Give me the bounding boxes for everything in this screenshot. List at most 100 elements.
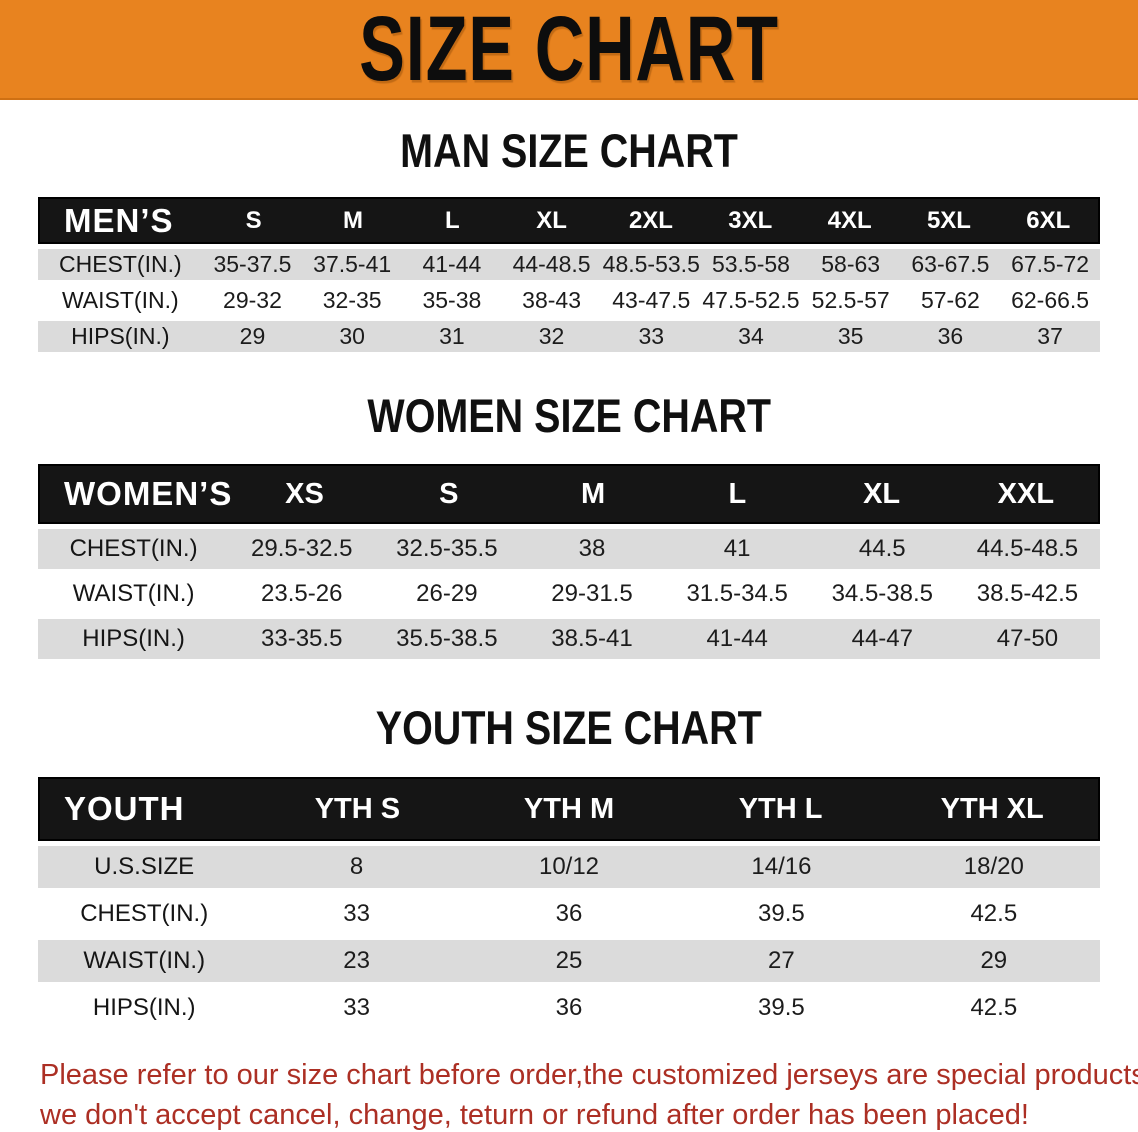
column-header: L: [444, 206, 460, 234]
table-cell: 10/12: [538, 853, 600, 880]
row-label: WAIST(IN.): [61, 287, 179, 313]
row-label: U.S.SIZE: [94, 853, 195, 880]
table-cell: 35-38: [422, 287, 482, 313]
table-corner-label: WOMEN’S: [64, 475, 233, 512]
table-cell: 36: [555, 994, 583, 1021]
row-label: CHEST(IN.): [80, 900, 209, 927]
table-cell: 44-48.5: [512, 251, 591, 277]
table-cell: 37: [1037, 323, 1063, 349]
table-cell: 25: [555, 947, 583, 974]
table-row: U.S.SIZE 8 10/12 14/16 18/20: [38, 846, 1100, 888]
row-label: HIPS(IN.): [92, 994, 196, 1021]
column-header: YTH XL: [940, 792, 1044, 825]
table-cell: 34: [738, 323, 764, 349]
table-cell: 33: [343, 900, 370, 927]
table-cell: 47.5-52.5: [702, 287, 800, 313]
column-header: S: [245, 206, 262, 234]
youth-section: YOUTH SIZE CHART: [0, 704, 1138, 751]
women-size-table: WOMEN’S XS S M L XL XXL CHEST(IN.) 29.5-32.5 32.5…: [38, 464, 1100, 659]
row-label: WAIST(IN.): [83, 947, 206, 974]
table-cell: 26-29: [416, 580, 478, 607]
column-header: YTH S: [314, 792, 401, 825]
banner-title: SIZE CHART: [359, 0, 779, 100]
column-header: 6XL: [1026, 206, 1071, 234]
column-header: M: [342, 206, 363, 234]
table-cell: 38-43: [522, 287, 581, 313]
table-cell: 42.5: [970, 900, 1018, 927]
table-cell: 23.5-26: [261, 580, 343, 607]
women-section-heading: WOMEN SIZE CHART: [367, 389, 771, 442]
table-cell: 35: [837, 323, 864, 349]
men-section: MAN SIZE CHART: [0, 127, 1138, 174]
size-chart-banner: SIZE CHART: [0, 0, 1138, 100]
table-cell: 47-50: [996, 625, 1059, 652]
table-cell: 29: [980, 947, 1008, 974]
row-label: CHEST(IN.): [58, 251, 182, 277]
table-row: CHEST(IN.) 29.5-32.5 32.5-35.5 38 41 44.5 44.5…: [38, 529, 1100, 569]
column-header: 2XL: [628, 206, 673, 234]
table-corner-label: MEN’S: [64, 201, 174, 239]
column-header: 3XL: [728, 206, 773, 234]
row-label: CHEST(IN.): [69, 535, 198, 562]
table-cell: 42.5: [970, 994, 1018, 1021]
women-section: WOMEN SIZE CHART: [0, 392, 1138, 439]
table-cell: 33: [638, 323, 665, 349]
disclaimer-text: Please refer to our size chart before or…: [40, 1055, 1138, 1132]
table-cell: 63-67.5: [911, 251, 990, 277]
table-cell: 39.5: [758, 900, 805, 927]
youth-section-heading: YOUTH SIZE CHART: [375, 701, 763, 754]
table-cell: 29: [239, 323, 266, 349]
table-row: HIPS(IN.) 33 36 39.5 42.5: [38, 987, 1100, 1029]
row-label: HIPS(IN.): [82, 625, 185, 652]
table-cell: 37.5-41: [313, 251, 392, 277]
table-header-row: WOMEN’S XS S M L XL XXL: [38, 464, 1100, 524]
table-cell: 38.5-41: [551, 625, 633, 652]
column-header: YTH L: [738, 792, 823, 825]
table-cell: 57-62: [920, 287, 980, 313]
table-cell: 29-32: [223, 287, 282, 313]
table-header-row: MEN’S S M L XL 2XL 3XL 4XL 5XL 6XL: [38, 197, 1100, 244]
table-cell: 36: [555, 900, 583, 927]
table-cell: 33: [343, 994, 370, 1021]
table-cell: 44.5-48.5: [976, 535, 1079, 562]
table-cell: 41-44: [706, 625, 768, 652]
table-cell: 53.5-58: [711, 251, 790, 277]
table-cell: 48.5-53.5: [602, 251, 700, 277]
column-header: 4XL: [827, 206, 872, 234]
table-row: WAIST(IN.) 29-32 32-35 35-38 38-43 43-47.5 47.…: [38, 285, 1100, 316]
disclaimer-line-1: Please refer to our size chart before or…: [40, 1059, 1138, 1091]
men-size-table: MEN’S S M L XL 2XL 3XL 4XL 5XL 6XL CHEST(IN.) 35-37…: [38, 197, 1100, 352]
table-corner-label: YOUTH: [64, 790, 185, 827]
column-header: XXL: [997, 477, 1055, 510]
column-header: XS: [285, 477, 324, 510]
table-cell: 44.5: [858, 535, 906, 562]
table-cell: 31.5-34.5: [686, 580, 788, 607]
table-cell: 32.5-35.5: [396, 535, 498, 562]
table-cell: 35.5-38.5: [396, 625, 498, 652]
column-header: M: [580, 477, 606, 510]
table-cell: 8: [349, 853, 364, 880]
table-cell: 58-63: [821, 251, 881, 277]
table-cell: 67.5-72: [1011, 251, 1090, 277]
column-header: XL: [536, 206, 567, 234]
table-cell: 32: [538, 323, 565, 349]
column-header: XL: [863, 477, 901, 510]
table-cell: 18/20: [963, 853, 1024, 880]
table-row: HIPS(IN.) 29 30 31 32 33 34 35 36 37: [38, 321, 1100, 352]
table-cell: 29-31.5: [551, 580, 633, 607]
men-section-heading: MAN SIZE CHART: [400, 124, 738, 177]
table-cell: 23: [343, 947, 370, 974]
table-cell: 29.5-32.5: [251, 535, 353, 562]
table-cell: 35-37.5: [213, 251, 292, 277]
table-cell: 62-66.5: [1011, 287, 1090, 313]
table-cell: 30: [339, 323, 365, 349]
table-cell: 34.5-38.5: [831, 580, 933, 607]
row-label: HIPS(IN.): [71, 323, 170, 349]
table-row: WAIST(IN.) 23 25 27 29: [38, 940, 1100, 982]
table-cell: 52.5-57: [811, 287, 890, 313]
table-cell: 41: [723, 535, 751, 562]
column-header: S: [439, 477, 459, 510]
table-row: CHEST(IN.) 33 36 39.5 42.5: [38, 893, 1100, 935]
table-cell: 43-47.5: [612, 287, 691, 313]
table-cell: 38.5-42.5: [976, 580, 1079, 607]
